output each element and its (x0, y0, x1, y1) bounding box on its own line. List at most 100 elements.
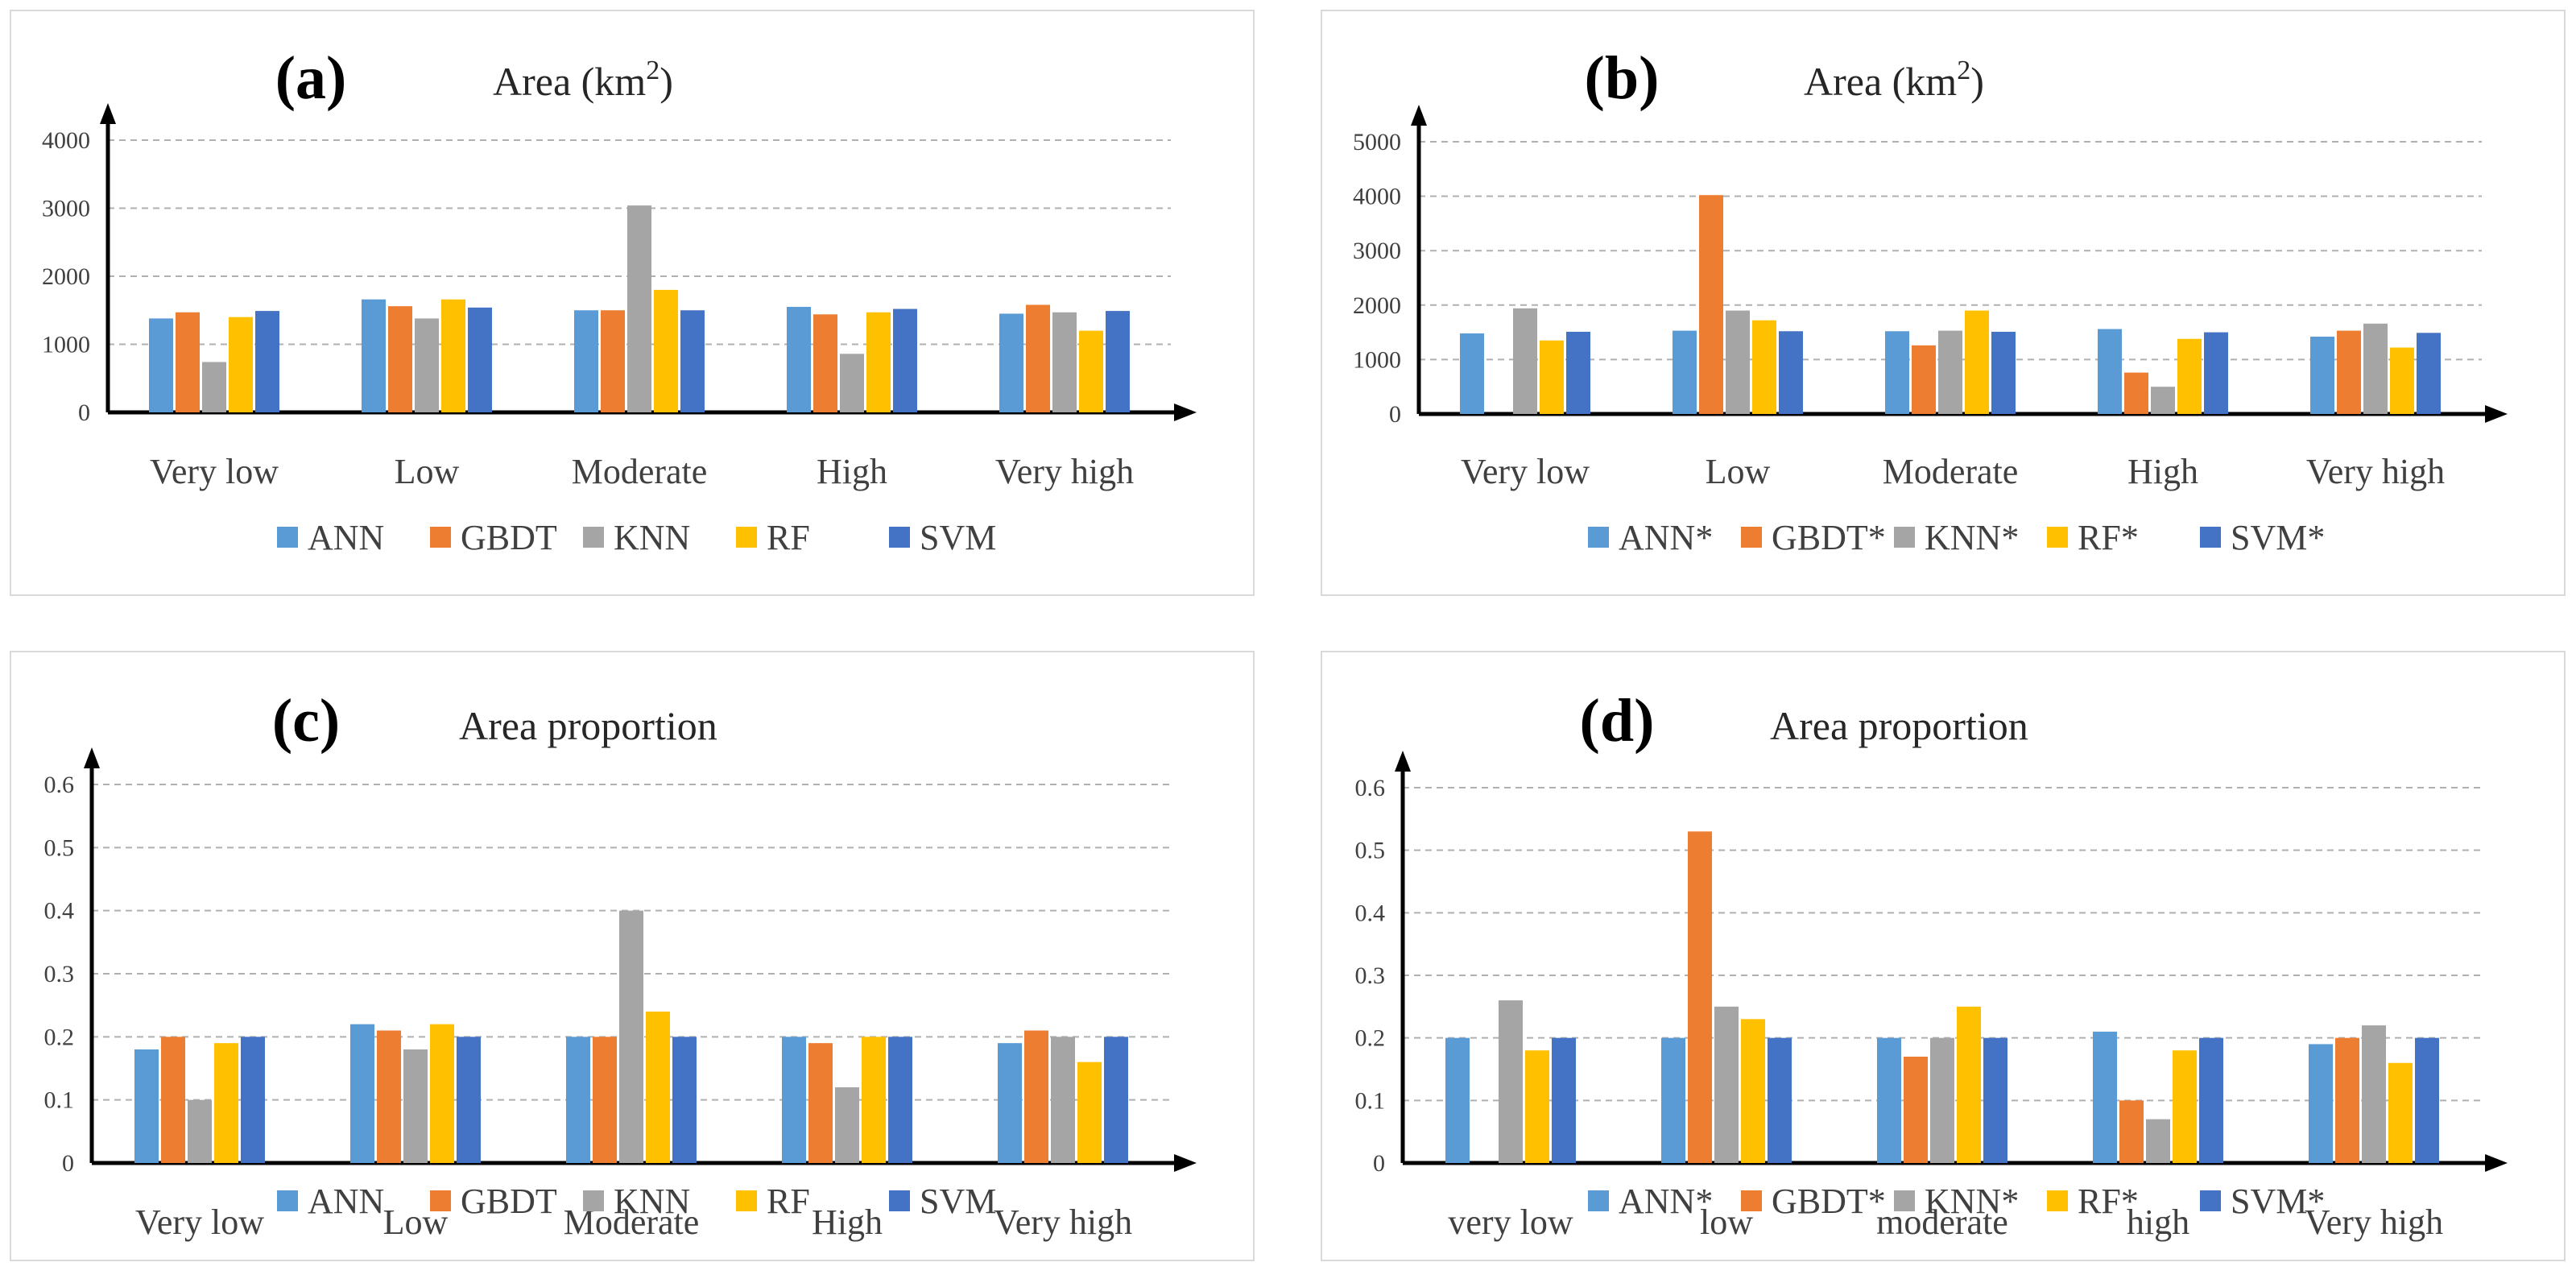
bar-svm-star-very-low (1552, 1037, 1576, 1163)
y-axis-arrow (100, 103, 116, 124)
x-axis-arrow (2485, 1154, 2508, 1172)
chart-svg-c: (c) Area proportion 0 0.1 0.2 0.3 0.4 0.5 0.6 Ver… (44, 687, 1197, 1242)
bar-ann-star-moderate (1885, 331, 1909, 414)
bar-ann-star-low (1661, 1037, 1685, 1163)
bar-svm-low (468, 307, 492, 412)
chart-title: Area proportion (459, 703, 717, 748)
panel-label: (d) (1580, 687, 1655, 755)
bar-rf-low (441, 299, 465, 412)
bar-rf-moderate (646, 1012, 670, 1163)
bar-ann-star-moderate (1877, 1037, 1901, 1163)
legend-swatch (736, 527, 757, 548)
bar-knn-very-low (188, 1099, 212, 1163)
y-tick-label: 0.5 (1355, 838, 1386, 864)
legend-label: KNN* (1925, 1182, 2019, 1221)
bar-svm-star-low (1768, 1037, 1792, 1163)
chart-title-close: ) (1970, 59, 1984, 104)
legend-swatch (1588, 527, 1609, 548)
x-category-label: High (817, 452, 887, 491)
chart-title-text: Area proportion (459, 703, 717, 748)
bar-rf-very-low (214, 1043, 238, 1163)
y-axis-arrow (1411, 105, 1427, 126)
bar-knn-high (840, 354, 864, 412)
x-category-label: High (2127, 452, 2198, 491)
bar-ann-very-low (134, 1049, 159, 1163)
bar-gbdt-star-very-high (2337, 330, 2361, 414)
bar-gbdt-star-high (2124, 372, 2148, 414)
legend-label: RF* (2078, 518, 2139, 557)
y-tick-label: 0.2 (44, 1024, 75, 1050)
y-tick-label: 2000 (42, 263, 90, 290)
bar-gbdt-very-high (1024, 1030, 1048, 1163)
x-category-label: Very high (2305, 1202, 2443, 1242)
chart-title-superscript: 2 (646, 56, 660, 85)
bar-gbdt-high (808, 1043, 833, 1163)
y-tick-label: 0 (1373, 1150, 1385, 1177)
legend-label: GBDT (461, 1182, 557, 1221)
y-tick-label: 0.1 (44, 1087, 75, 1114)
legend-swatch (277, 527, 298, 548)
legend-swatch (2200, 527, 2221, 548)
bar-knn-star-very-high (2363, 323, 2388, 414)
bar-knn-moderate (619, 910, 643, 1163)
bar-ann-low (350, 1024, 374, 1163)
bar-rf-star-moderate (1965, 310, 1989, 414)
y-tick-label: 4000 (1353, 184, 1401, 210)
bar-rf-star-moderate (1957, 1006, 1981, 1163)
legend-swatch (583, 527, 604, 548)
x-category-label: very low (1448, 1202, 1573, 1242)
bar-gbdt-star-very-high (2335, 1037, 2359, 1163)
bar-knn-low (415, 318, 439, 412)
legend-label: RF* (2078, 1182, 2139, 1221)
y-tick-label: 0 (78, 399, 90, 426)
bar-rf-star-high (2177, 338, 2202, 414)
x-category-label: Very low (150, 452, 279, 491)
bar-knn-very-high (1051, 1037, 1075, 1163)
legend-swatch (1894, 1190, 1915, 1211)
bar-ann-star-very-low (1460, 333, 1484, 414)
legend-label: GBDT* (1772, 518, 1886, 557)
x-category-label: Moderate (572, 452, 708, 491)
chart-svg-d: (d) Area proportion 0 0.1 0.2 0.3 0.4 0.5 0.6 ver… (1355, 687, 2508, 1242)
bar-gbdt-high (813, 314, 837, 412)
bar-rf-star-very-high (2388, 1062, 2413, 1163)
y-tick-label: 4000 (42, 127, 90, 154)
y-tick-label: 0.6 (1355, 775, 1386, 801)
y-tick-label: 3000 (1353, 238, 1401, 264)
bar-svm-very-high (1106, 311, 1130, 412)
chart-title-text: Area proportion (1770, 703, 2028, 748)
bar-rf-high (862, 1037, 886, 1163)
legend-swatch (889, 1190, 910, 1211)
bar-ann-star-low (1673, 330, 1697, 414)
y-tick-label: 3000 (42, 196, 90, 222)
bar-knn-very-low (202, 362, 226, 412)
chart-panel-c: (c) Area proportion 0 0.1 0.2 0.3 0.4 0.5 0.6 Ver… (10, 651, 1255, 1261)
y-tick-label: 0.3 (1355, 962, 1386, 989)
bar-rf-star-low (1741, 1019, 1765, 1163)
x-axis-arrow (1174, 1154, 1197, 1172)
chart-title: Area proportion (1770, 703, 2028, 748)
bar-gbdt-low (377, 1030, 401, 1163)
legend-label: SVM* (2231, 518, 2325, 557)
y-tick-label: 0.2 (1355, 1025, 1386, 1052)
y-tick-label: 0.5 (44, 834, 75, 861)
bar-knn-very-high (1052, 312, 1077, 412)
chart-title: Area (km2) (493, 56, 673, 104)
y-tick-label: 0.4 (1355, 900, 1386, 926)
legend-label: RF (767, 1182, 810, 1221)
legend-label: SVM* (2231, 1182, 2325, 1221)
bar-rf-star-high (2173, 1050, 2197, 1163)
legend-swatch (1741, 527, 1762, 548)
legend-label: ANN* (1619, 1182, 1713, 1221)
bar-knn-high (835, 1087, 859, 1163)
legend-label: KNN* (1925, 518, 2019, 557)
bar-knn-star-high (2151, 387, 2175, 414)
bar-rf-star-low (1752, 320, 1776, 414)
x-category-label: Moderate (1883, 452, 2019, 491)
bar-knn-star-low (1726, 310, 1750, 414)
chart-title-close: ) (660, 59, 673, 104)
chart-panel-b: (b) Area (km2) 0 1000 2000 3000 4000 5000 Very l… (1321, 10, 2566, 596)
bar-gbdt-star-low (1699, 195, 1723, 415)
x-category-label: High (812, 1202, 883, 1242)
bar-rf-star-very-high (2390, 347, 2414, 414)
